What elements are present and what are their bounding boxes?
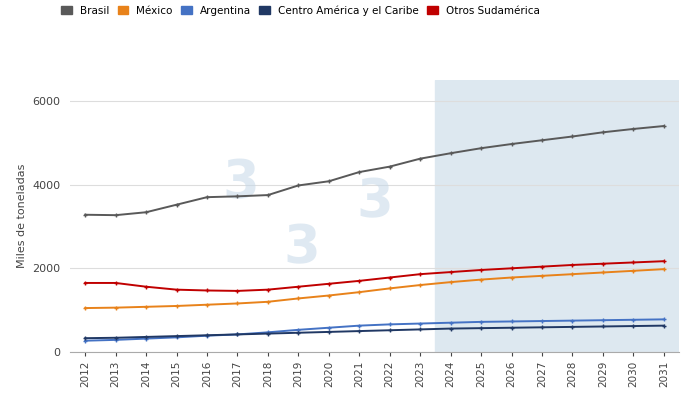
Y-axis label: Miles de toneladas: Miles de toneladas <box>17 164 27 268</box>
Bar <box>435 80 679 352</box>
Text: 3: 3 <box>356 176 393 228</box>
Text: 3: 3 <box>283 223 320 275</box>
Legend: Brasil, México, Argentina, Centro América y el Caribe, Otros Sudamérica: Brasil, México, Argentina, Centro Améric… <box>61 5 540 16</box>
Text: 3: 3 <box>222 157 259 209</box>
